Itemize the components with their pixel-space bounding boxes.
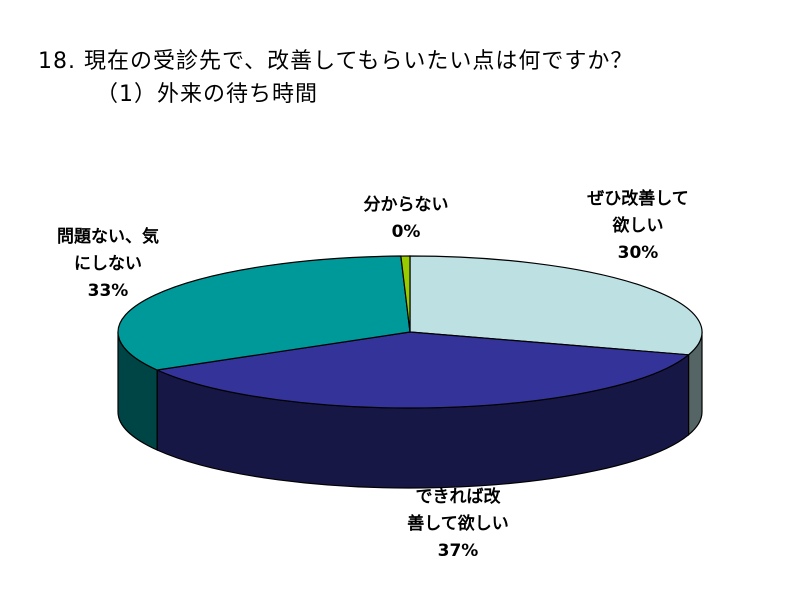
slice-value-label: 33% (88, 281, 129, 301)
pie-slice-1 (409, 255, 703, 356)
slice-label-3: 問題ない、気にしない 33% (57, 226, 159, 301)
slice-label-line: 欲しい (612, 215, 664, 236)
slice-label-line: 善して欲しい (407, 513, 509, 534)
slice-label-line: にしない (74, 254, 142, 274)
chart-subtitle: （1）外来の待ち時間 (96, 82, 318, 107)
slice-label-line: できれば改 (416, 486, 502, 507)
slice-value-label: 30% (618, 243, 659, 263)
slice-label-line: ぜひ改善して (587, 188, 689, 209)
chart-title: 18. 現在の受診先で、改善してもらいたい点は何ですか？ (38, 49, 634, 74)
slice-label-line: 問題ない、気 (57, 226, 159, 247)
slice-label-4: 分からない 0% (364, 195, 449, 242)
slice-label-2: できれば改善して欲しい 37% (407, 486, 509, 561)
slice-label-line: 分からない (364, 195, 449, 215)
pie-slice-3 (117, 255, 411, 371)
pie-slice-2 (155, 331, 691, 409)
slice-value-label: 37% (438, 541, 479, 561)
pie-slice-4 (400, 255, 411, 333)
slice-value-label: 0% (392, 222, 421, 242)
slice-label-1: ぜひ改善して欲しい 30% (587, 188, 689, 263)
